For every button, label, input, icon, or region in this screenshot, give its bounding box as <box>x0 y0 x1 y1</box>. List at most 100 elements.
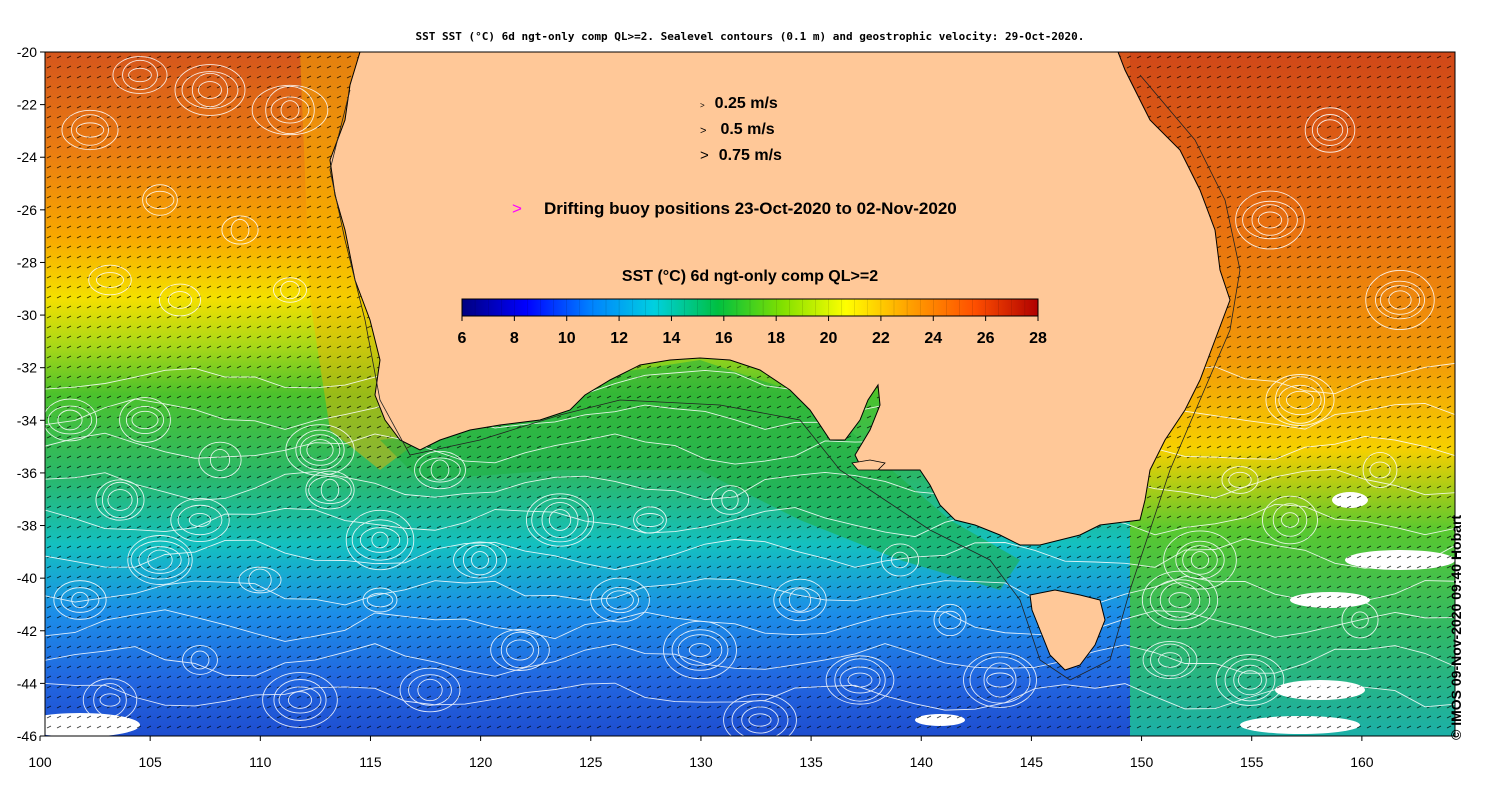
colorbar-tick-label: 26 <box>977 330 995 347</box>
colorbar-tick-label: 12 <box>610 330 628 347</box>
y-axis: -20 -22 -24 -26 -28 -30 -32 -34 -36 -38 -40 -42 -44 -… <box>17 44 45 744</box>
contour-ring <box>1265 374 1335 426</box>
x-tick-label: 105 <box>138 754 162 770</box>
contour-ring <box>95 272 125 288</box>
contour-ring <box>1375 280 1425 320</box>
contour-ring <box>1388 290 1412 310</box>
contour-ring <box>880 543 920 577</box>
colorbar-tick-label: 20 <box>820 330 838 347</box>
contour-ring <box>138 546 182 574</box>
contour-ring <box>122 59 158 91</box>
contour-ring <box>306 439 334 461</box>
contour-ring <box>280 100 300 120</box>
x-tick-label: 110 <box>249 754 272 770</box>
y-tick-label: -38 <box>17 518 37 534</box>
contour-ring <box>60 587 100 613</box>
x-tick-label: 125 <box>579 754 603 770</box>
contour-ring <box>1190 551 1210 569</box>
contour-ring <box>1141 570 1219 630</box>
contour-ring <box>1168 592 1192 608</box>
map-title: SST SST (°C) 6d ngt-only comp QL>=2. Sea… <box>415 30 1085 43</box>
x-axis: 100 105 110 115 120 125 130 135 140 145 150 155 160 <box>28 736 1374 770</box>
velocity-legend-2: >0.75 m/s <box>700 147 782 165</box>
contour-ring <box>1235 190 1305 250</box>
contour-ring <box>779 587 821 613</box>
x-tick-label: 100 <box>28 754 52 770</box>
contour-ring <box>182 645 218 675</box>
x-tick-label: 115 <box>359 754 382 770</box>
shelf-break-line <box>329 74 1241 681</box>
x-tick-label: 150 <box>1130 754 1154 770</box>
contour-ring <box>671 629 729 671</box>
contour-ring <box>531 497 589 543</box>
contour-ring <box>305 470 355 510</box>
buoy-legend-label: Drifting buoy positions 23-Oct-2020 to 0… <box>543 199 957 218</box>
contour-ring <box>525 493 595 547</box>
velocity-legend-1: >0.5 m/s <box>700 121 775 139</box>
contour-ring <box>230 218 250 242</box>
contour-ring <box>273 679 327 721</box>
contour-ring <box>548 509 572 531</box>
contour-ring <box>1158 652 1182 668</box>
x-tick-label: 130 <box>689 754 713 770</box>
contour-ring <box>839 666 881 694</box>
contour-ring <box>1150 643 1190 677</box>
x-tick-label: 120 <box>469 754 493 770</box>
colorbar-tick-label: 18 <box>767 330 785 347</box>
contour-ring <box>1237 670 1263 690</box>
contour-ring <box>158 283 202 317</box>
contour-ring <box>471 551 489 569</box>
contour-ring <box>710 485 750 515</box>
contour-ring <box>741 706 779 734</box>
contour-ring <box>1257 211 1283 229</box>
credit-text: © IMOS 09-Nov-2020 09:40 Hobart <box>1448 514 1464 740</box>
y-tick-label: -20 <box>17 44 37 60</box>
contour-ring <box>359 527 401 553</box>
contour-ring <box>606 590 634 610</box>
contour-line <box>45 468 1455 501</box>
contour-ring <box>1149 579 1211 621</box>
contour-ring <box>142 184 178 216</box>
contour-line <box>45 575 1455 606</box>
contour-ring <box>1221 466 1259 494</box>
colorbar-tick-label: 10 <box>558 330 576 347</box>
colorbar-ticks: 6 8 10 12 14 16 18 20 22 24 26 28 <box>458 299 1047 347</box>
contour-ring <box>262 672 338 728</box>
contour-line <box>45 682 1455 711</box>
colorbar-tick-label: 22 <box>872 330 890 347</box>
contour-ring <box>47 405 93 435</box>
contour-ring <box>221 215 259 245</box>
velocity-legend-label: 0.5 m/s <box>720 121 775 138</box>
contour-ring <box>107 489 133 511</box>
contour-ring <box>95 479 145 521</box>
velocity-arrow-icon: > <box>700 101 705 110</box>
colorbar-tick-label: 6 <box>458 330 467 347</box>
contour-ring <box>1278 384 1322 416</box>
contour-line <box>45 538 1455 571</box>
contour-ring <box>61 109 119 151</box>
y-tick-label: -22 <box>17 97 37 113</box>
colorbar: 6 8 10 12 14 16 18 20 22 24 26 28 <box>458 298 1047 347</box>
contour-ring <box>280 280 300 300</box>
contour-line <box>45 362 1455 395</box>
contour-ring <box>417 678 443 702</box>
contour-ring <box>986 672 1014 688</box>
contour-ring <box>75 122 105 138</box>
contour-ring <box>1262 495 1318 545</box>
y-tick-label: -26 <box>17 202 37 218</box>
contour-ring <box>1163 530 1237 590</box>
contour-ring <box>1281 512 1299 528</box>
contour-ring <box>1275 376 1325 424</box>
colorbar-gradient <box>461 298 1039 317</box>
y-tick-label: -36 <box>17 465 37 481</box>
contour-ring <box>371 531 389 549</box>
contour-ring <box>366 592 394 608</box>
contour-ring <box>209 448 231 472</box>
velocity-legend-label: 0.25 m/s <box>714 95 778 112</box>
contour-ring <box>45 398 98 442</box>
contour-ring <box>1362 452 1398 488</box>
contour-ring <box>101 481 139 519</box>
contour-ring <box>191 72 229 108</box>
contour-ring <box>506 639 534 661</box>
